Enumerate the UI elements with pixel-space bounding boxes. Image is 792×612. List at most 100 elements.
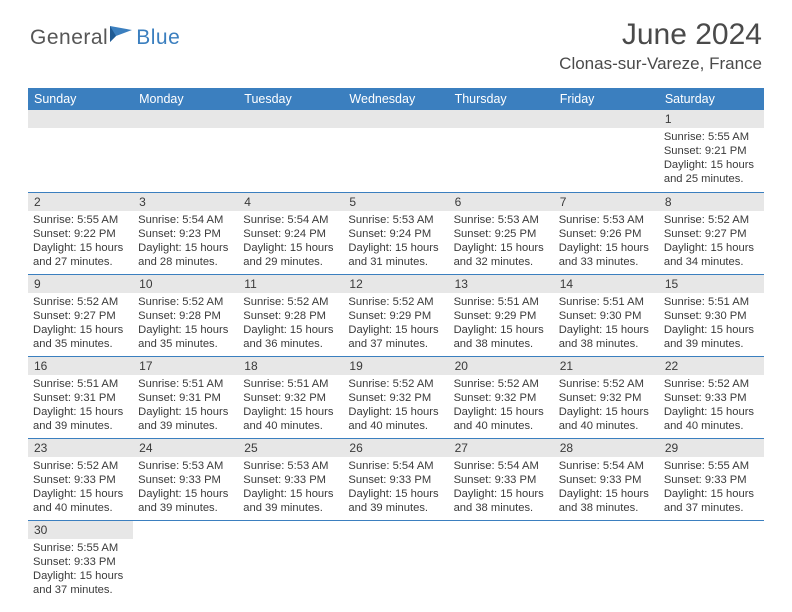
sunset-text: Sunset: 9:32 PM — [559, 391, 654, 405]
daylight-text: Daylight: 15 hours and 37 minutes. — [348, 323, 443, 351]
header: General Blue June 2024 Clonas-sur-Vareze… — [0, 0, 792, 82]
brand-logo: General Blue — [30, 24, 180, 51]
day-number: 3 — [133, 193, 238, 211]
calendar-cell: 26Sunrise: 5:54 AMSunset: 9:33 PMDayligh… — [343, 438, 448, 520]
daylight-text: Daylight: 15 hours and 39 minutes. — [243, 487, 338, 515]
calendar-cell: 9Sunrise: 5:52 AMSunset: 9:27 PMDaylight… — [28, 274, 133, 356]
sunset-text: Sunset: 9:27 PM — [664, 227, 759, 241]
daylight-text: Daylight: 15 hours and 34 minutes. — [664, 241, 759, 269]
daylight-text: Daylight: 15 hours and 38 minutes. — [559, 323, 654, 351]
sunset-text: Sunset: 9:33 PM — [559, 473, 654, 487]
sunset-text: Sunset: 9:26 PM — [559, 227, 654, 241]
brand-part1: General — [30, 26, 108, 50]
sunrise-text: Sunrise: 5:51 AM — [454, 295, 549, 309]
daylight-text: Daylight: 15 hours and 39 minutes. — [664, 323, 759, 351]
day-number-empty — [238, 110, 343, 128]
day-number: 8 — [659, 193, 764, 211]
sunrise-text: Sunrise: 5:54 AM — [138, 213, 233, 227]
day-number: 28 — [554, 439, 659, 457]
calendar-cell — [449, 110, 554, 192]
sunrise-text: Sunrise: 5:52 AM — [33, 295, 128, 309]
day-number: 5 — [343, 193, 448, 211]
day-number: 19 — [343, 357, 448, 375]
calendar-cell — [343, 520, 448, 602]
day-data: Sunrise: 5:53 AMSunset: 9:33 PMDaylight:… — [238, 457, 343, 518]
calendar-cell: 17Sunrise: 5:51 AMSunset: 9:31 PMDayligh… — [133, 356, 238, 438]
day-number: 23 — [28, 439, 133, 457]
daylight-text: Daylight: 15 hours and 38 minutes. — [454, 487, 549, 515]
day-data: Sunrise: 5:51 AMSunset: 9:31 PMDaylight:… — [133, 375, 238, 436]
daylight-text: Daylight: 15 hours and 39 minutes. — [33, 405, 128, 433]
sunrise-text: Sunrise: 5:51 AM — [138, 377, 233, 391]
sunrise-text: Sunrise: 5:55 AM — [33, 213, 128, 227]
day-number: 24 — [133, 439, 238, 457]
calendar-cell: 27Sunrise: 5:54 AMSunset: 9:33 PMDayligh… — [449, 438, 554, 520]
daylight-text: Daylight: 15 hours and 28 minutes. — [138, 241, 233, 269]
weekday-header: Thursday — [449, 88, 554, 110]
calendar-cell: 24Sunrise: 5:53 AMSunset: 9:33 PMDayligh… — [133, 438, 238, 520]
daylight-text: Daylight: 15 hours and 40 minutes. — [33, 487, 128, 515]
day-number: 7 — [554, 193, 659, 211]
day-number: 14 — [554, 275, 659, 293]
day-data: Sunrise: 5:51 AMSunset: 9:30 PMDaylight:… — [554, 293, 659, 354]
daylight-text: Daylight: 15 hours and 40 minutes. — [559, 405, 654, 433]
weekday-header: Tuesday — [238, 88, 343, 110]
day-number: 20 — [449, 357, 554, 375]
sunrise-text: Sunrise: 5:52 AM — [33, 459, 128, 473]
day-number: 18 — [238, 357, 343, 375]
brand-part2: Blue — [136, 26, 180, 50]
day-number-empty — [343, 110, 448, 128]
daylight-text: Daylight: 15 hours and 38 minutes. — [454, 323, 549, 351]
title-block: June 2024 Clonas-sur-Vareze, France — [559, 18, 762, 74]
weekday-header: Monday — [133, 88, 238, 110]
sunrise-text: Sunrise: 5:53 AM — [243, 459, 338, 473]
daylight-text: Daylight: 15 hours and 32 minutes. — [454, 241, 549, 269]
calendar-cell — [238, 520, 343, 602]
sunrise-text: Sunrise: 5:52 AM — [454, 377, 549, 391]
calendar-cell: 25Sunrise: 5:53 AMSunset: 9:33 PMDayligh… — [238, 438, 343, 520]
sunset-text: Sunset: 9:24 PM — [243, 227, 338, 241]
sunset-text: Sunset: 9:33 PM — [454, 473, 549, 487]
day-number: 30 — [28, 521, 133, 539]
calendar-cell: 18Sunrise: 5:51 AMSunset: 9:32 PMDayligh… — [238, 356, 343, 438]
sunset-text: Sunset: 9:31 PM — [138, 391, 233, 405]
brand-flag-icon — [108, 24, 134, 49]
day-data: Sunrise: 5:53 AMSunset: 9:33 PMDaylight:… — [133, 457, 238, 518]
day-data: Sunrise: 5:51 AMSunset: 9:29 PMDaylight:… — [449, 293, 554, 354]
calendar-cell: 30Sunrise: 5:55 AMSunset: 9:33 PMDayligh… — [28, 520, 133, 602]
day-data: Sunrise: 5:55 AMSunset: 9:33 PMDaylight:… — [659, 457, 764, 518]
sunrise-text: Sunrise: 5:54 AM — [348, 459, 443, 473]
calendar-cell: 11Sunrise: 5:52 AMSunset: 9:28 PMDayligh… — [238, 274, 343, 356]
day-data: Sunrise: 5:51 AMSunset: 9:31 PMDaylight:… — [28, 375, 133, 436]
day-number: 10 — [133, 275, 238, 293]
day-data: Sunrise: 5:51 AMSunset: 9:30 PMDaylight:… — [659, 293, 764, 354]
calendar-cell: 19Sunrise: 5:52 AMSunset: 9:32 PMDayligh… — [343, 356, 448, 438]
calendar-cell — [554, 110, 659, 192]
daylight-text: Daylight: 15 hours and 35 minutes. — [138, 323, 233, 351]
day-data: Sunrise: 5:55 AMSunset: 9:22 PMDaylight:… — [28, 211, 133, 272]
day-data: Sunrise: 5:54 AMSunset: 9:33 PMDaylight:… — [554, 457, 659, 518]
day-number: 15 — [659, 275, 764, 293]
sunrise-text: Sunrise: 5:51 AM — [33, 377, 128, 391]
sunrise-text: Sunrise: 5:53 AM — [348, 213, 443, 227]
calendar-cell: 4Sunrise: 5:54 AMSunset: 9:24 PMDaylight… — [238, 192, 343, 274]
day-data: Sunrise: 5:53 AMSunset: 9:26 PMDaylight:… — [554, 211, 659, 272]
sunset-text: Sunset: 9:28 PM — [138, 309, 233, 323]
daylight-text: Daylight: 15 hours and 35 minutes. — [33, 323, 128, 351]
day-data: Sunrise: 5:55 AMSunset: 9:21 PMDaylight:… — [659, 128, 764, 189]
day-data: Sunrise: 5:54 AMSunset: 9:33 PMDaylight:… — [343, 457, 448, 518]
sunset-text: Sunset: 9:33 PM — [138, 473, 233, 487]
daylight-text: Daylight: 15 hours and 27 minutes. — [33, 241, 128, 269]
weekday-header: Saturday — [659, 88, 764, 110]
day-number: 16 — [28, 357, 133, 375]
calendar-cell: 10Sunrise: 5:52 AMSunset: 9:28 PMDayligh… — [133, 274, 238, 356]
sunrise-text: Sunrise: 5:54 AM — [559, 459, 654, 473]
day-number-empty — [28, 110, 133, 128]
day-number-empty — [554, 110, 659, 128]
sunset-text: Sunset: 9:33 PM — [33, 555, 128, 569]
sunset-text: Sunset: 9:32 PM — [348, 391, 443, 405]
daylight-text: Daylight: 15 hours and 33 minutes. — [559, 241, 654, 269]
calendar-cell: 28Sunrise: 5:54 AMSunset: 9:33 PMDayligh… — [554, 438, 659, 520]
sunrise-text: Sunrise: 5:53 AM — [138, 459, 233, 473]
weekday-header: Sunday — [28, 88, 133, 110]
